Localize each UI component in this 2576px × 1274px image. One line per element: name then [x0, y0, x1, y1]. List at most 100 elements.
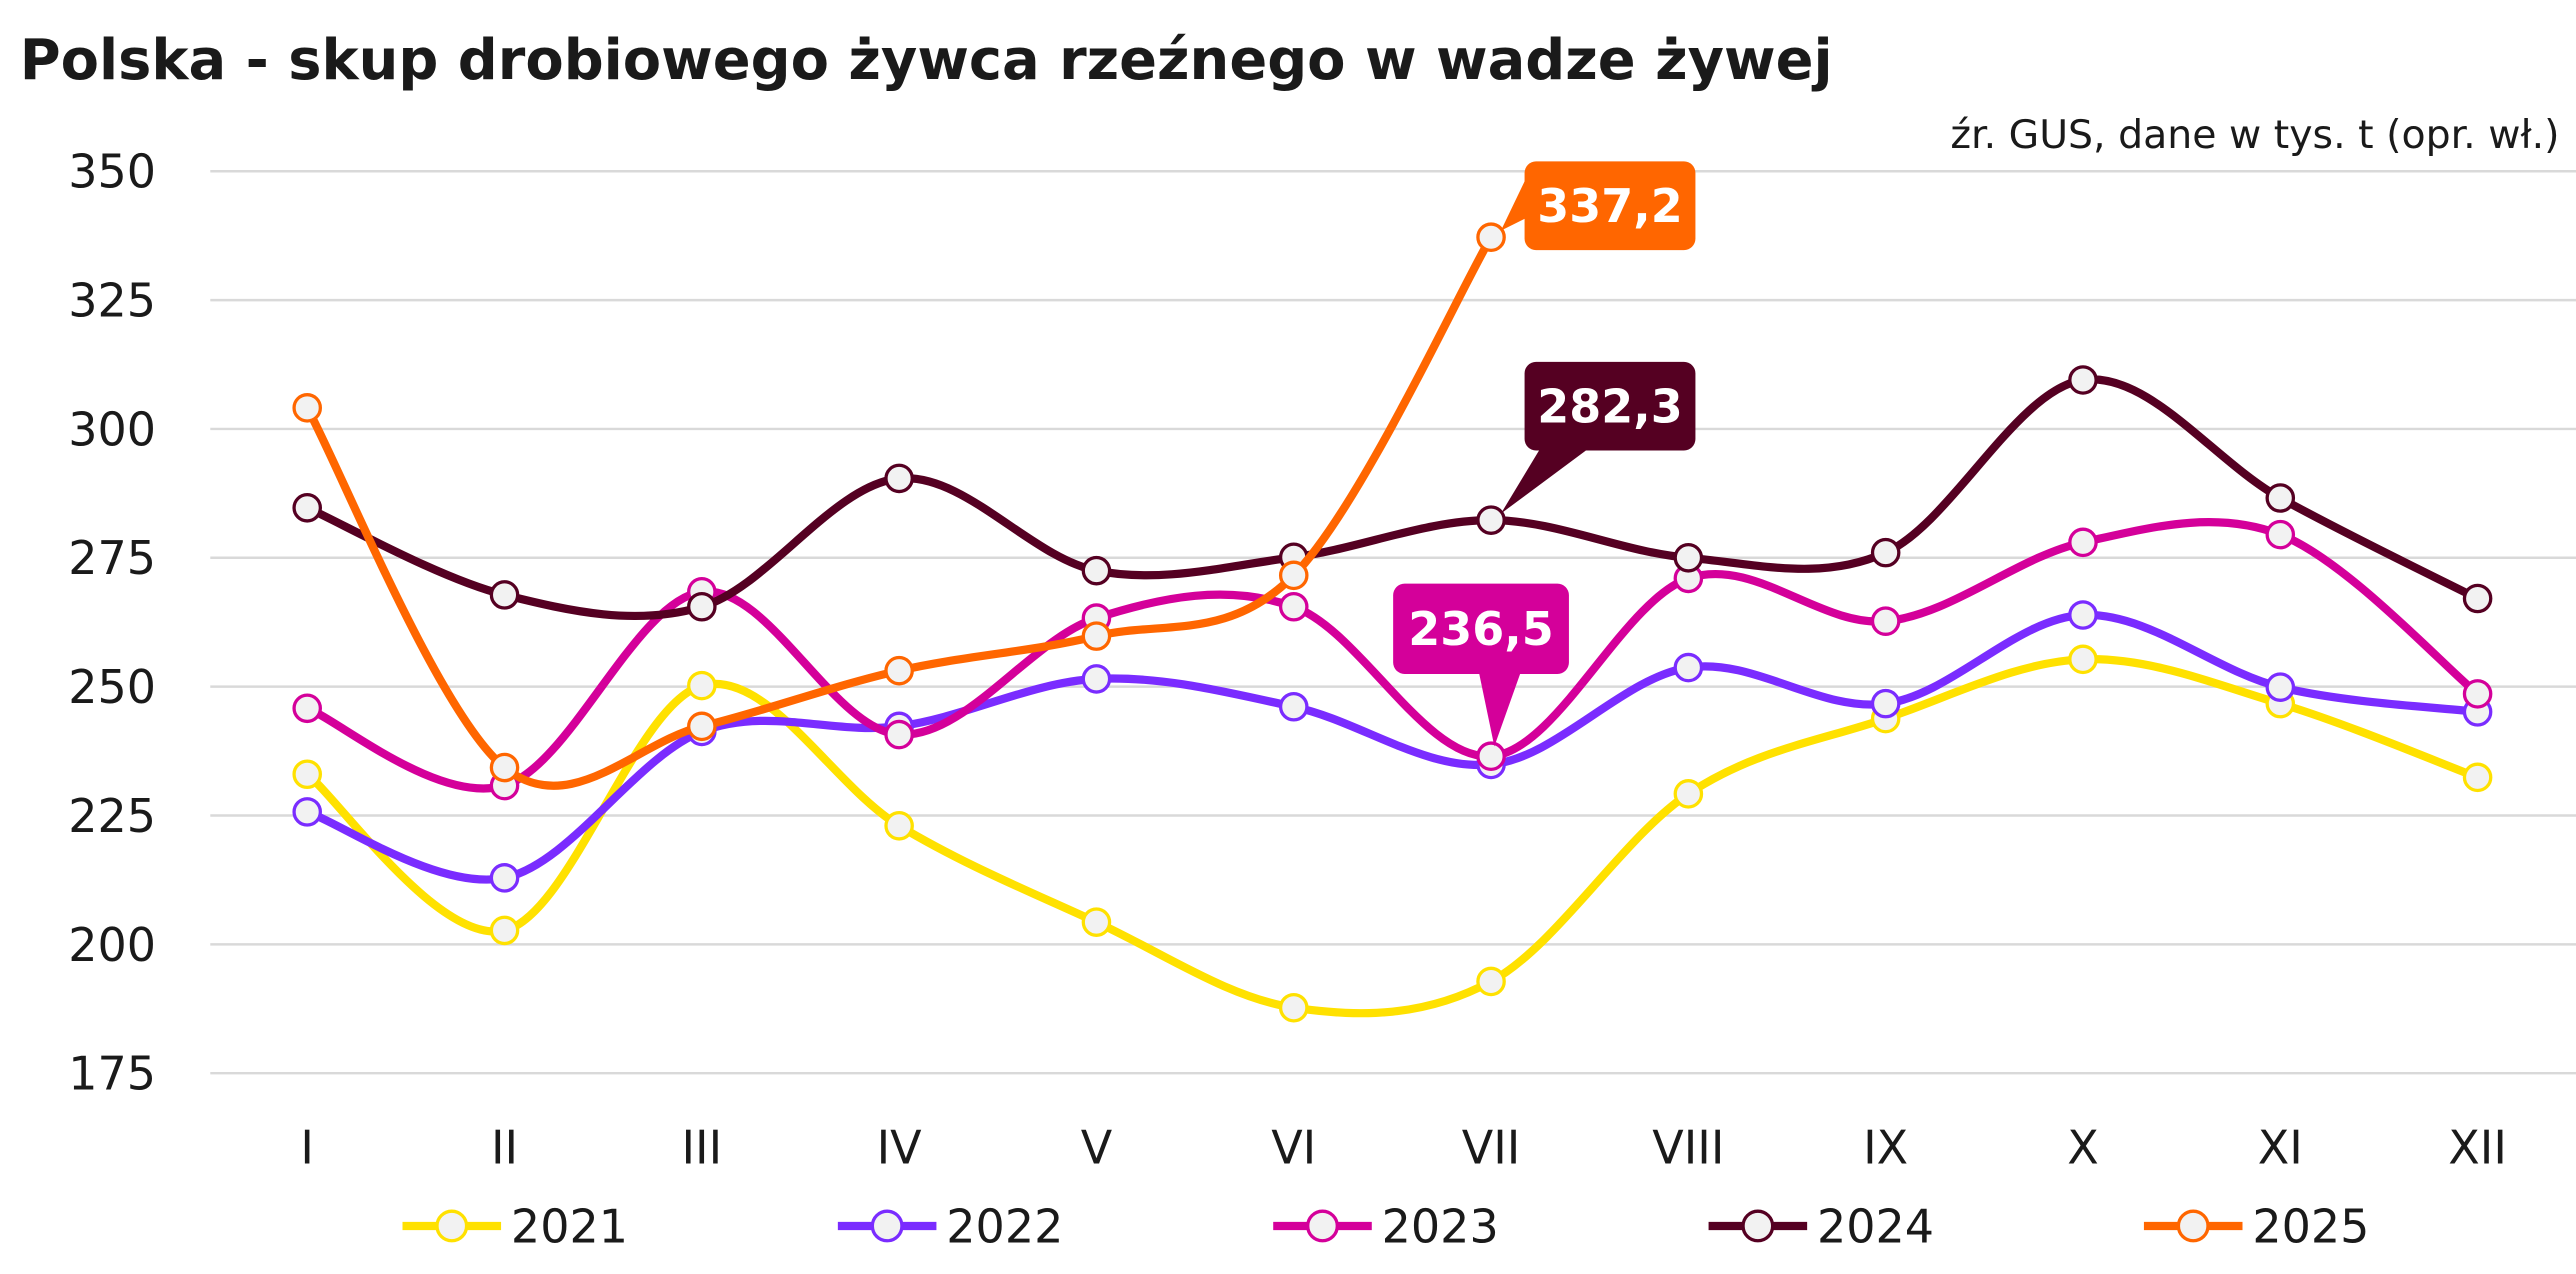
- legend-item-2022: 2022: [837, 1199, 1063, 1253]
- callout-2025: 337,2: [1500, 161, 1696, 251]
- data-point-2023: [884, 719, 914, 750]
- legend-item-2025: 2025: [2143, 1199, 2369, 1253]
- data-point-2022: [292, 797, 322, 827]
- data-point-2024: [1673, 543, 1704, 573]
- callout-label: 337,2: [1537, 179, 1683, 233]
- data-point-2024: [687, 591, 717, 622]
- x-tick-label: XI: [2258, 1121, 2303, 1175]
- data-point-2024: [2068, 365, 2098, 395]
- data-point-2025: [1476, 222, 1506, 253]
- data-point-2024: [884, 463, 914, 494]
- data-point-2022: [2265, 672, 2296, 702]
- y-tick-label: 175: [68, 1047, 156, 1101]
- callout-pointer: [1478, 670, 1522, 747]
- legend-swatch-marker: [870, 1209, 904, 1243]
- x-tick-label: VI: [1271, 1121, 1316, 1175]
- data-point-2022: [2068, 600, 2098, 630]
- y-tick-label: 225: [68, 789, 156, 843]
- data-point-2023: [292, 693, 322, 724]
- series-line-2021: [303, 655, 2482, 1018]
- y-tick-label: 200: [68, 918, 156, 972]
- legend-label: 2024: [1817, 1199, 1934, 1253]
- callout-label: 282,3: [1537, 380, 1683, 434]
- data-point-2024: [292, 493, 322, 523]
- series-line-2023: [303, 518, 2482, 793]
- data-point-2025: [1081, 621, 1112, 651]
- data-point-2021: [489, 915, 520, 946]
- y-tick-label: 250: [68, 660, 156, 714]
- data-point-2021: [292, 759, 322, 790]
- callout-box: [1524, 361, 1696, 451]
- x-tick-label: II: [491, 1121, 518, 1175]
- data-point-2025: [687, 711, 717, 742]
- data-point-2024: [1870, 537, 1901, 568]
- legend-item-2024: 2024: [1708, 1199, 1934, 1253]
- legend-item-2023: 2023: [1273, 1199, 1499, 1253]
- x-tick-label: V: [1081, 1121, 1113, 1175]
- callout-pointer: [1500, 174, 1528, 231]
- legend-item-2021: 2021: [402, 1199, 628, 1253]
- data-point-2023: [2068, 527, 2098, 558]
- series-2023: [292, 518, 2493, 801]
- data-point-2025: [489, 752, 520, 783]
- x-tick-label: IX: [1863, 1121, 1908, 1175]
- data-point-2021: [2462, 762, 2493, 793]
- data-point-2021: [884, 811, 914, 841]
- y-tick-label: 275: [68, 531, 156, 585]
- data-point-2023: [1870, 606, 1901, 636]
- data-point-2021: [1081, 907, 1112, 937]
- data-point-2023: [2265, 519, 2296, 550]
- callout-box: [1524, 161, 1696, 251]
- series-2021: [292, 644, 2493, 1023]
- data-point-2022: [1278, 691, 1309, 722]
- x-tick-label: X: [2067, 1121, 2099, 1175]
- data-point-2024: [1081, 555, 1112, 586]
- callout-pointer: [1500, 447, 1591, 514]
- legend-label: 2023: [1382, 1199, 1499, 1253]
- data-point-2024: [489, 580, 520, 610]
- legend-swatch-marker: [2176, 1209, 2210, 1243]
- x-tick-label: III: [681, 1121, 722, 1175]
- callout-label: 236,5: [1408, 602, 1554, 656]
- data-point-2022: [1673, 652, 1704, 683]
- series-2024: [292, 365, 2493, 622]
- callout-2023: 236,5: [1393, 583, 1569, 747]
- y-tick-label: 300: [68, 402, 156, 456]
- data-point-2022: [1081, 664, 1112, 694]
- data-point-2023: [1278, 591, 1309, 622]
- legend-label: 2022: [946, 1199, 1063, 1253]
- data-point-2025: [884, 655, 914, 686]
- x-tick-label: VII: [1462, 1121, 1521, 1175]
- y-tick-label: 325: [68, 274, 156, 328]
- data-point-2021: [687, 670, 717, 701]
- x-tick-label: XII: [2448, 1121, 2507, 1175]
- data-point-2023: [1476, 741, 1506, 772]
- data-point-2025: [292, 393, 322, 423]
- legend-swatch-marker: [1741, 1209, 1775, 1243]
- data-point-2022: [489, 863, 520, 893]
- series-line-2025: [303, 233, 1496, 790]
- y-tick-label: 350: [68, 145, 156, 199]
- series-2022: [292, 600, 2493, 893]
- data-point-2024: [2265, 483, 2296, 513]
- callout-2024: 282,3: [1500, 361, 1696, 514]
- chart-title: Polska - skup drobiowego żywca rzeźnego …: [20, 28, 1833, 93]
- data-point-2021: [1278, 992, 1309, 1023]
- series-2025: [292, 222, 1506, 790]
- x-tick-label: VIII: [1652, 1121, 1724, 1175]
- callout-box: [1393, 583, 1569, 674]
- data-point-2021: [2068, 644, 2098, 675]
- data-point-2021: [1476, 966, 1506, 997]
- data-point-2024: [1476, 505, 1506, 535]
- series-line-2024: [303, 375, 2482, 621]
- data-point-2022: [1870, 688, 1901, 719]
- data-point-2024: [2462, 583, 2493, 614]
- data-point-2023: [2462, 679, 2493, 709]
- data-point-2021: [1673, 779, 1704, 809]
- legend-label: 2025: [2252, 1199, 2369, 1253]
- data-point-2025: [1278, 560, 1309, 591]
- legend-swatch-marker: [1306, 1209, 1339, 1243]
- x-tick-label: I: [300, 1121, 314, 1175]
- x-tick-label: IV: [877, 1121, 923, 1175]
